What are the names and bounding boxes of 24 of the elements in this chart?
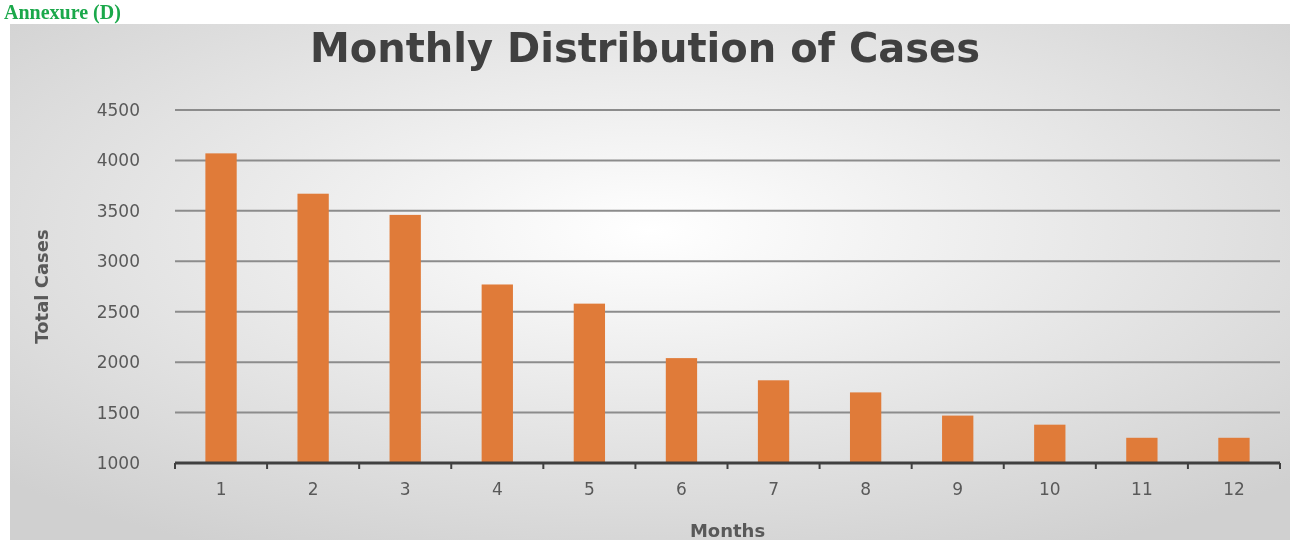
y-tick-label: 2000 [96, 352, 140, 373]
y-tick-label: 1500 [96, 402, 140, 423]
x-tick-label: 4 [491, 479, 503, 499]
x-tick-label: 11 [1131, 479, 1153, 499]
x-tick-label: 12 [1223, 479, 1245, 499]
x-tick-label: 6 [676, 479, 687, 499]
y-tick-label: 2500 [96, 301, 140, 322]
y-tick-label: 3000 [96, 251, 140, 272]
y-axis-title: Total Cases [31, 229, 52, 344]
y-tick-label: 4000 [96, 150, 140, 171]
x-tick-label: 3 [399, 479, 411, 499]
y-tick-label: 4500 [96, 99, 140, 120]
y-tick-label: 3500 [96, 200, 140, 221]
x-tick-label: 5 [583, 479, 595, 499]
x-tick-label: 10 [1038, 479, 1061, 499]
x-tick-label: 1 [215, 479, 227, 499]
text: Annexure (D) [4, 1, 121, 24]
x-tick-label: 8 [860, 479, 872, 499]
chart-title: Monthly Distribution of Cases [309, 25, 981, 71]
x-axis-title: Months [689, 520, 766, 541]
x-tick-label: 7 [768, 479, 779, 499]
y-tick-label: 1000 [96, 452, 140, 473]
x-tick-label: 2 [307, 479, 319, 499]
x-tick-label: 9 [952, 479, 964, 499]
